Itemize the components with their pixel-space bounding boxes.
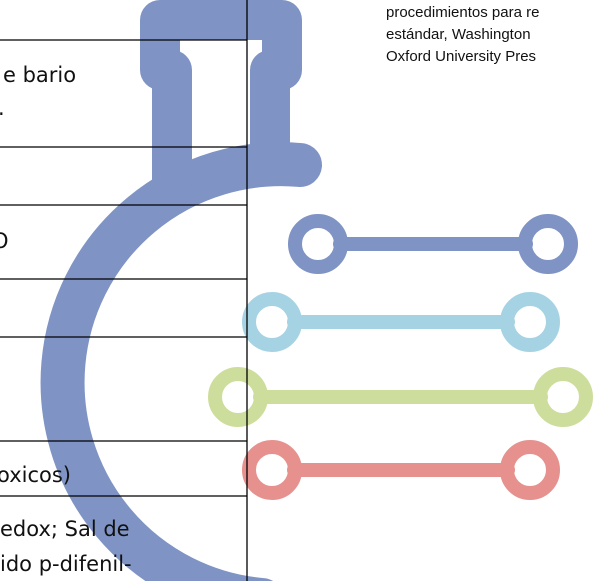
reference-line: Oxford University Pres xyxy=(386,48,536,65)
cell-text: edox; Sal de xyxy=(0,517,130,541)
connector xyxy=(208,367,593,427)
table: e bario . O oxicos) edox; Sal de ido p-d… xyxy=(0,0,248,581)
connector xyxy=(242,292,560,352)
flask-body xyxy=(40,142,322,581)
reference-line: estándar, Washington xyxy=(386,26,531,43)
cell-text: . xyxy=(0,96,5,120)
cell-text: ido p-difenil- xyxy=(0,552,132,576)
cell-text: O xyxy=(0,229,9,253)
reference-line: procedimientos para re xyxy=(386,4,539,21)
connector xyxy=(242,440,560,500)
flask-neck xyxy=(140,0,302,200)
cell-text: oxicos) xyxy=(0,463,71,487)
reference: procedimientos para re estándar, Washing… xyxy=(386,4,539,65)
flask-logo xyxy=(40,0,593,581)
connector xyxy=(288,214,578,274)
cell-text: e bario xyxy=(3,63,76,87)
